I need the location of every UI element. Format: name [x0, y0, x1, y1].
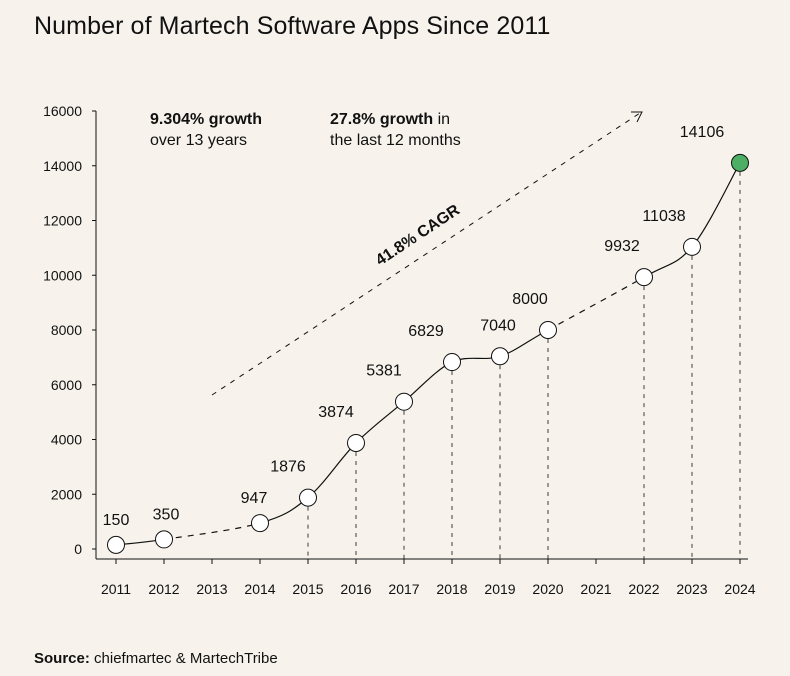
note-recent-growth-line2: the last 12 months — [330, 132, 461, 149]
series-segment — [355, 401, 405, 444]
chart-title: Number of Martech Software Apps Since 20… — [34, 12, 551, 40]
series-segment-dashed — [547, 276, 645, 331]
data-point — [299, 488, 317, 507]
x-tick-label: 2014 — [244, 581, 275, 597]
source-text: chiefmartec & MartechTribe — [94, 650, 278, 667]
data-label: 1876 — [270, 459, 306, 476]
x-tick-label: 2021 — [580, 581, 611, 597]
cagr-arrow-line — [211, 112, 641, 396]
x-tick-label: 2023 — [676, 581, 707, 597]
y-tick-label: 10000 — [43, 267, 82, 283]
x-tick-label: 2024 — [724, 581, 755, 597]
y-tick-label: 2000 — [51, 486, 82, 502]
x-tick-label: 2018 — [436, 581, 467, 597]
x-tick-label: 2020 — [532, 581, 563, 597]
y-tick-label: 6000 — [51, 377, 82, 393]
x-tick-label: 2017 — [388, 581, 419, 597]
x-tick-label: 2022 — [628, 581, 659, 597]
x-tick-label: 2012 — [148, 581, 179, 597]
y-tick-label: 8000 — [51, 322, 82, 338]
source-label: Source: — [34, 650, 90, 667]
data-label: 8000 — [512, 291, 548, 308]
data-label: 14106 — [680, 124, 725, 141]
x-tick-label: 2013 — [196, 581, 227, 597]
data-point — [155, 530, 173, 549]
note-total-growth-line2: over 13 years — [150, 132, 247, 149]
x-tick-label: 2015 — [292, 581, 323, 597]
data-point — [107, 535, 125, 554]
y-tick-label: 4000 — [51, 432, 82, 448]
source-line: Source: chiefmartec & MartechTribe — [34, 650, 278, 667]
data-point — [443, 353, 461, 372]
data-label: 3874 — [318, 404, 354, 421]
drop-lines — [307, 171, 741, 559]
series-segment — [403, 361, 453, 403]
x-tick-label: 2011 — [101, 581, 131, 597]
data-point-highlight — [731, 153, 749, 172]
note-total-growth-bold: 9.304% growth — [150, 111, 262, 128]
data-point — [491, 347, 509, 366]
data-label: 947 — [241, 490, 268, 507]
data-label: 11038 — [642, 208, 685, 225]
data-markers — [107, 153, 749, 554]
axes: 0 2000 4000 6000 8000 10000 12000 14000 16000 201… — [43, 103, 756, 597]
data-point — [347, 433, 365, 452]
data-point — [635, 268, 653, 287]
y-tick-label: 0 — [74, 541, 82, 557]
note-total-growth: 9.304% growth over 13 years — [150, 111, 262, 149]
data-label: 7040 — [480, 317, 516, 334]
y-tick-label: 12000 — [43, 213, 82, 229]
svg-text:9.304% growth: 9.304% growth — [150, 111, 262, 128]
data-point — [683, 237, 701, 256]
data-label: 150 — [103, 512, 130, 529]
data-label: 5381 — [366, 363, 402, 380]
data-point — [251, 514, 269, 533]
note-recent-growth: 27.8% growth in the last 12 months — [330, 111, 461, 149]
svg-text:27.8% growth in: 27.8% growth in — [330, 111, 450, 128]
data-label: 6829 — [408, 323, 444, 340]
x-tick-label: 2016 — [340, 581, 371, 597]
data-point — [395, 392, 413, 411]
note-recent-growth-rest: in — [433, 111, 450, 128]
x-tick-label: 2019 — [484, 581, 515, 597]
series-segment-dashed — [163, 522, 261, 541]
data-point — [539, 321, 557, 339]
y-tick-label: 16000 — [43, 103, 82, 119]
note-recent-growth-bold: 27.8% growth — [330, 111, 433, 128]
data-label: 9932 — [604, 238, 640, 255]
y-tick-label: 14000 — [43, 158, 82, 174]
series-segment — [307, 442, 357, 499]
series-segment — [691, 162, 741, 248]
cagr-annotation: 41.8% CAGR — [211, 111, 643, 396]
data-label: 350 — [153, 506, 180, 523]
cagr-arrowhead — [631, 111, 643, 123]
